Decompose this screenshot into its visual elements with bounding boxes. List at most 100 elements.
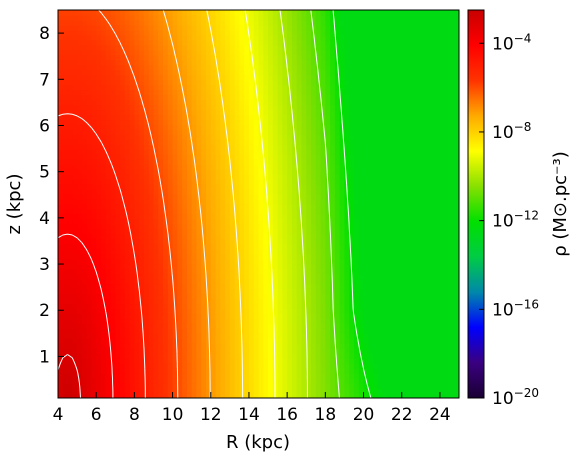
heatmap-cell [182,318,188,324]
heatmap-cell [220,154,226,160]
heatmap-cell [96,134,102,140]
heatmap-cell [268,238,274,245]
heatmap-cell [225,293,231,300]
heatmap-cell [153,114,159,121]
heatmap-cell [220,243,226,250]
heatmap-cell [444,139,451,145]
heatmap-cell [158,213,164,220]
heatmap-cell [258,218,264,225]
heatmap-cell [220,218,226,225]
heatmap-cell [253,273,260,280]
heatmap-cell [205,353,212,359]
heatmap-cell [220,223,226,230]
heatmap-cell [215,238,221,245]
heatmap-cell [392,109,398,116]
heatmap-cell [392,388,398,394]
heatmap-cell [396,179,403,185]
heatmap-cell [306,253,312,260]
heatmap-cell [186,373,193,379]
heatmap-cell [287,154,293,160]
heatmap-cell [96,348,102,354]
heatmap-cell [334,119,341,126]
heatmap-cell [449,218,455,225]
heatmap-cell [330,328,336,334]
heatmap-cell [373,268,379,275]
heatmap-cell [320,383,326,389]
heatmap-cell [139,104,145,111]
heatmap-cell [167,373,174,379]
heatmap-cell [153,258,159,265]
heatmap-cell [167,199,174,205]
heatmap-cell [115,253,121,260]
heatmap-cell [306,333,312,339]
heatmap-cell [263,393,269,398]
heatmap-cell [287,169,293,175]
heatmap-cell [425,298,431,305]
heatmap-cell [86,288,93,295]
heatmap-cell [382,298,388,305]
heatmap-cell [143,263,150,270]
heatmap-cell [306,124,312,130]
heatmap-cell [201,263,207,270]
heatmap-cell [191,348,198,354]
heatmap-cell [353,213,360,220]
heatmap-cell [277,393,283,398]
heatmap-cell [363,104,369,111]
heatmap-cell [435,378,441,384]
heatmap-cell [358,318,365,324]
heatmap-cell [77,258,83,265]
heatmap-cell [430,208,436,215]
heatmap-cell [277,179,283,185]
heatmap-cell [120,169,126,175]
heatmap-cell [287,208,293,215]
heatmap-cell [77,333,83,339]
heatmap-cell [244,109,250,116]
heatmap-cell [234,169,241,175]
heatmap-cell [387,213,393,220]
heatmap-cell [186,328,193,334]
heatmap-cell [382,223,388,230]
heatmap-cell [444,248,451,255]
heatmap-cell [435,184,441,190]
heatmap-cell [134,378,140,384]
heatmap-cell [172,238,178,245]
heatmap-cell [167,238,174,245]
heatmap-cell [277,109,283,116]
heatmap-cell [172,353,178,359]
heatmap-cell [244,293,250,300]
heatmap-cell [363,223,369,230]
heatmap-cell [234,154,241,160]
heatmap-cell [148,238,155,245]
heatmap-cell [110,169,116,175]
heatmap-cell [406,383,412,389]
heatmap-cell [201,383,207,389]
heatmap-cell [81,313,88,320]
heatmap-cell [205,288,212,295]
heatmap-cell [296,119,303,126]
heatmap-cell [239,109,245,116]
heatmap-cell [444,388,451,394]
heatmap-cell [382,104,388,111]
heatmap-cell [420,194,427,200]
heatmap-cell [96,293,102,300]
heatmap-cell [248,228,255,235]
heatmap-cell [339,189,346,195]
heatmap-cell [172,298,178,305]
heatmap-cell [182,323,188,329]
heatmap-cell [406,373,412,379]
heatmap-cell [258,233,264,240]
heatmap-cell [334,189,341,195]
heatmap-cell [225,109,231,116]
heatmap-cell [196,353,202,359]
heatmap-cell [277,194,283,200]
heatmap-cell [100,343,107,349]
heatmap-cell [277,213,283,220]
heatmap-cell [377,154,384,160]
heatmap-cell [225,164,231,170]
heatmap-cell [287,258,293,265]
heatmap-cell [439,104,446,111]
heatmap-cell [320,278,326,285]
heatmap-cell [139,353,145,359]
heatmap-cell [373,353,379,359]
heatmap-cell [163,149,169,155]
